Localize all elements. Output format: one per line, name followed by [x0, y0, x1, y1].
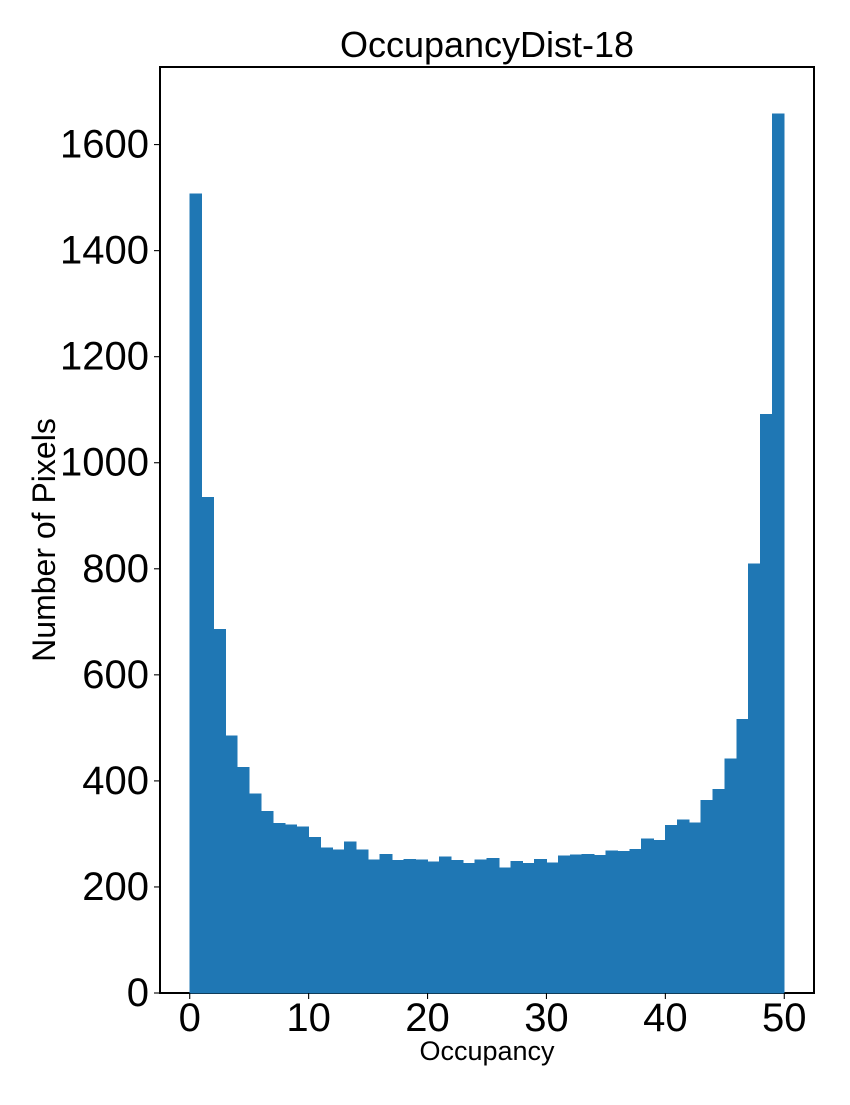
svg-text:400: 400: [82, 759, 149, 803]
svg-text:600: 600: [82, 653, 149, 697]
svg-text:800: 800: [82, 547, 149, 591]
svg-text:0: 0: [179, 996, 201, 1040]
svg-text:1600: 1600: [60, 123, 149, 167]
svg-text:OccupancyDist-18: OccupancyDist-18: [340, 24, 634, 65]
svg-text:1000: 1000: [60, 441, 149, 485]
svg-text:30: 30: [524, 996, 569, 1040]
svg-text:200: 200: [82, 865, 149, 909]
svg-text:40: 40: [643, 996, 688, 1040]
svg-text:Occupancy: Occupancy: [419, 1036, 555, 1066]
svg-text:1200: 1200: [60, 335, 149, 379]
svg-text:0: 0: [127, 971, 149, 1015]
svg-text:50: 50: [762, 996, 807, 1040]
svg-text:1400: 1400: [60, 229, 149, 273]
svg-text:20: 20: [405, 996, 450, 1040]
svg-text:Number of Pixels: Number of Pixels: [26, 418, 62, 662]
svg-text:10: 10: [286, 996, 331, 1040]
